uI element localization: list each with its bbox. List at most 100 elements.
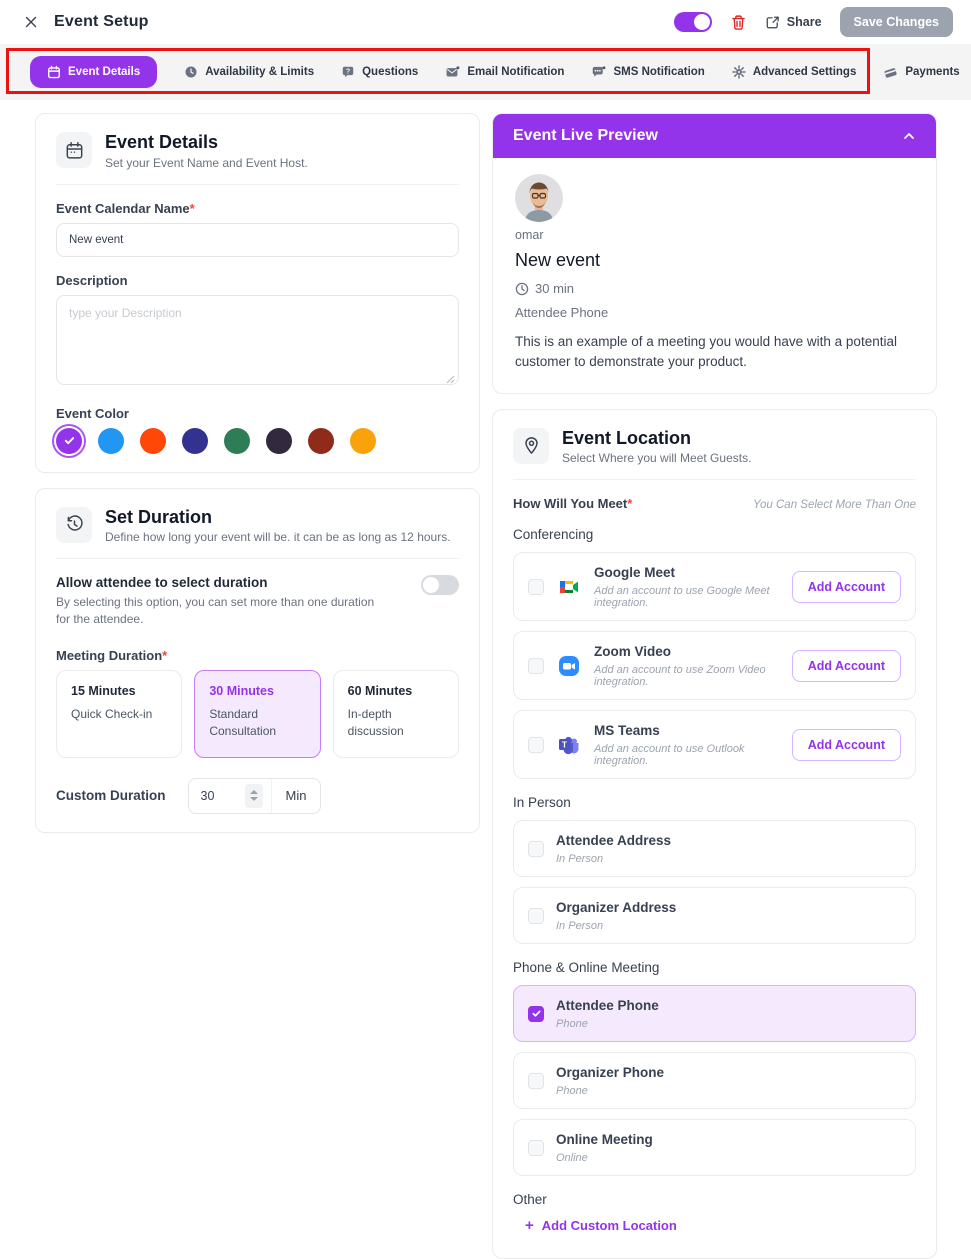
- tab-label: Availability & Limits: [205, 66, 314, 78]
- avatar: [515, 174, 563, 222]
- location-option-organizer-phone[interactable]: Organizer Phone Phone: [513, 1052, 916, 1109]
- section-title: Event Details: [105, 132, 308, 153]
- checkbox[interactable]: [528, 658, 544, 674]
- color-swatch-amber[interactable]: [350, 428, 376, 454]
- tab-label: Email Notification: [467, 66, 564, 78]
- group-conferencing-label: Conferencing: [513, 527, 916, 542]
- question-bubble-icon: ?: [341, 65, 355, 79]
- stepper-down-icon[interactable]: [250, 797, 258, 801]
- option-title: Zoom Video: [594, 644, 671, 659]
- credit-card-icon: [883, 65, 898, 79]
- tab-payments[interactable]: Payments: [883, 65, 959, 79]
- duration-option-60[interactable]: 60 Minutes In-depth discussion: [333, 670, 459, 758]
- tab-sms-notification[interactable]: SMS Notification: [591, 65, 704, 79]
- checkbox[interactable]: [528, 841, 544, 857]
- location-option-organizer-address[interactable]: Organizer Address In Person: [513, 887, 916, 944]
- preview-location: Attendee Phone: [515, 305, 914, 320]
- duration-option-30[interactable]: 30 Minutes Standard Consultation: [194, 670, 320, 758]
- duration-option-15[interactable]: 15 Minutes Quick Check-in: [56, 670, 182, 758]
- preview-duration: 30 min: [535, 281, 574, 296]
- preview-header[interactable]: Event Live Preview: [493, 114, 936, 158]
- tab-questions[interactable]: ? Questions: [341, 65, 418, 79]
- google-meet-icon: [556, 574, 582, 600]
- tab-event-details[interactable]: Event Details: [30, 56, 157, 88]
- color-swatch-indigo[interactable]: [182, 428, 208, 454]
- event-name-input[interactable]: [56, 223, 459, 257]
- add-custom-location-button[interactable]: + Add Custom Location: [525, 1217, 916, 1234]
- share-button[interactable]: Share: [765, 15, 822, 30]
- checkbox[interactable]: [528, 1140, 544, 1156]
- tab-email-notification[interactable]: Email Notification: [445, 65, 564, 79]
- option-desc: Add an account to use Zoom Video integra…: [594, 664, 780, 688]
- location-option-attendee-phone[interactable]: Attendee Phone Phone: [513, 985, 916, 1042]
- page-title: Event Setup: [54, 13, 149, 31]
- add-account-button[interactable]: Add Account: [792, 729, 901, 761]
- checkbox[interactable]: [528, 1073, 544, 1089]
- sms-bubble-icon: [591, 65, 606, 79]
- required-mark: *: [190, 201, 195, 216]
- allow-duration-toggle[interactable]: [421, 575, 459, 595]
- divider: [56, 558, 459, 559]
- option-desc: Online: [556, 1152, 901, 1164]
- divider: [513, 479, 916, 480]
- checkbox[interactable]: [528, 908, 544, 924]
- required-mark: *: [162, 648, 167, 663]
- description-field-label: Description: [56, 273, 459, 288]
- add-account-button[interactable]: Add Account: [792, 650, 901, 682]
- allow-duration-label: Allow attendee to select duration: [56, 575, 391, 590]
- add-account-button[interactable]: Add Account: [792, 571, 901, 603]
- gear-icon: [732, 65, 746, 79]
- event-color-picker: [56, 428, 459, 454]
- location-option-zoom[interactable]: Zoom Video Add an account to use Zoom Vi…: [513, 631, 916, 700]
- stepper-up-icon[interactable]: [250, 790, 258, 794]
- tab-advanced-settings[interactable]: Advanced Settings: [732, 65, 857, 79]
- save-changes-button[interactable]: Save Changes: [840, 7, 953, 37]
- checkbox-checked[interactable]: [528, 1006, 544, 1022]
- duration-desc: Standard Consultation: [209, 706, 305, 741]
- meet-hint: You Can Select More Than One: [753, 499, 916, 511]
- option-title: Organizer Address: [556, 900, 676, 915]
- option-desc: Add an account to use Outlook integratio…: [594, 743, 780, 767]
- color-swatch-dark-purple[interactable]: [266, 428, 292, 454]
- location-option-online-meeting[interactable]: Online Meeting Online: [513, 1119, 916, 1176]
- option-title: Google Meet: [594, 565, 675, 580]
- color-swatch-orange-red[interactable]: [140, 428, 166, 454]
- section-subtitle: Select Where you will Meet Guests.: [562, 451, 751, 465]
- color-swatch-dark-red[interactable]: [308, 428, 334, 454]
- left-column: Event Details Set your Event Name and Ev…: [35, 113, 480, 833]
- color-swatch-purple[interactable]: [56, 428, 82, 454]
- tab-availability-limits[interactable]: Availability & Limits: [184, 65, 314, 79]
- option-desc: Add an account to use Google Meet integr…: [594, 585, 780, 609]
- checkbox[interactable]: [528, 737, 544, 753]
- checkbox[interactable]: [528, 579, 544, 595]
- section-title: Event Location: [562, 428, 751, 449]
- meeting-duration-label: Meeting Duration*: [56, 648, 459, 663]
- event-details-card: Event Details Set your Event Name and Ev…: [35, 113, 480, 473]
- trash-icon[interactable]: [730, 14, 747, 31]
- custom-duration-input[interactable]: [193, 789, 245, 803]
- plus-icon: +: [525, 1217, 534, 1234]
- event-location-card: Event Location Select Where you will Mee…: [492, 409, 937, 1259]
- location-option-attendee-address[interactable]: Attendee Address In Person: [513, 820, 916, 877]
- group-other-label: Other: [513, 1192, 916, 1207]
- section-subtitle: Define how long your event will be. it c…: [105, 530, 451, 544]
- location-option-google-meet[interactable]: Google Meet Add an account to use Google…: [513, 552, 916, 621]
- color-field-label: Event Color: [56, 406, 459, 421]
- toggle-knob: [423, 577, 439, 593]
- option-title: MS Teams: [594, 723, 660, 738]
- number-stepper[interactable]: [245, 784, 263, 808]
- description-textarea[interactable]: [56, 295, 459, 385]
- tab-bar: Event Details Availability & Limits ? Qu…: [0, 44, 971, 100]
- location-option-ms-teams[interactable]: T MS Teams Add an account to use Outlook…: [513, 710, 916, 779]
- clock-icon: [515, 282, 529, 296]
- custom-duration-unit: Min: [272, 788, 321, 803]
- zoom-icon: [556, 653, 582, 679]
- close-icon[interactable]: [20, 11, 42, 33]
- event-enabled-toggle[interactable]: [674, 12, 712, 32]
- tab-label: Event Details: [68, 66, 140, 78]
- color-swatch-blue[interactable]: [98, 428, 124, 454]
- preview-title: Event Live Preview: [513, 127, 658, 145]
- chevron-up-icon[interactable]: [902, 129, 916, 143]
- check-icon: [63, 434, 76, 447]
- color-swatch-green[interactable]: [224, 428, 250, 454]
